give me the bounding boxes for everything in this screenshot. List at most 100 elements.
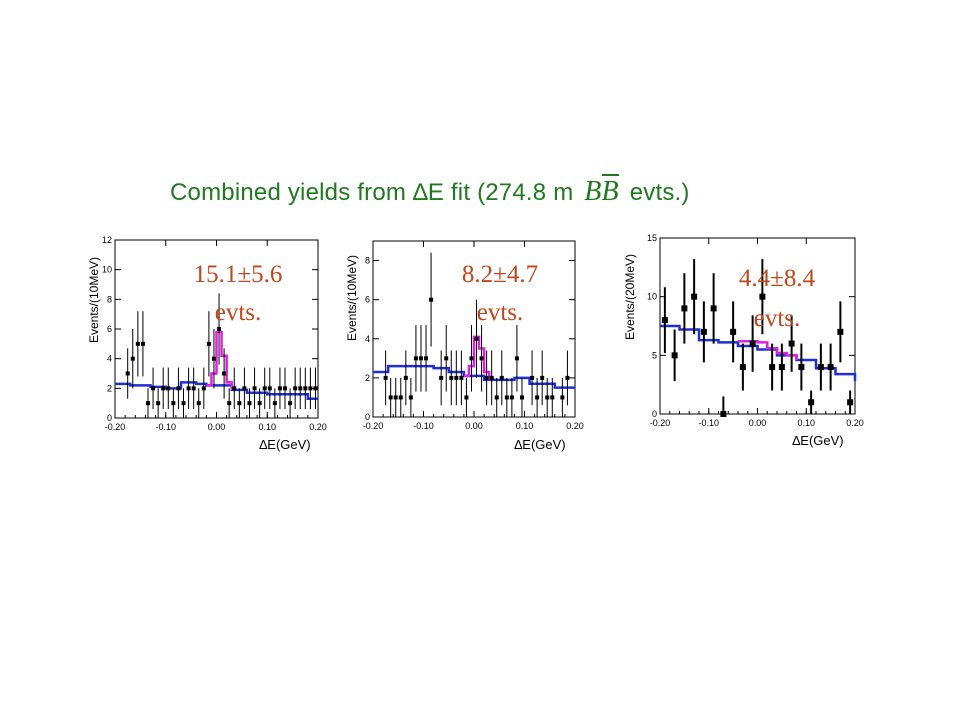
data-point xyxy=(413,356,418,361)
data-point xyxy=(560,395,565,400)
x-tick-label: 0.10 xyxy=(797,418,815,428)
data-point xyxy=(798,364,805,371)
data-point xyxy=(403,375,408,380)
data-point xyxy=(201,386,206,391)
data-point xyxy=(242,386,247,391)
data-point xyxy=(247,401,252,406)
y-tick-label: 2 xyxy=(107,383,112,393)
data-point xyxy=(429,297,434,302)
data-point xyxy=(514,356,519,361)
x-tick-label: -0.20 xyxy=(105,422,126,432)
chart-panel-1: 0 2 4 6 8 10 12 -0.20 -0.10 0.00 0.10 0.20 Events/(1… xyxy=(87,235,327,452)
data-point xyxy=(788,340,795,347)
data-point xyxy=(749,340,756,347)
data-point xyxy=(710,305,717,312)
data-point xyxy=(449,375,454,380)
data-point xyxy=(769,364,776,371)
bb-overbar xyxy=(602,174,619,176)
y-tick-label: 8 xyxy=(365,256,370,266)
data-point xyxy=(720,411,727,417)
data-point xyxy=(474,336,479,341)
data-point xyxy=(298,386,303,391)
data-point xyxy=(808,399,815,406)
data-point xyxy=(293,386,298,391)
background-fit-line xyxy=(373,364,575,389)
x-tick-label: 0.20 xyxy=(309,422,327,432)
signal-fit-line xyxy=(463,335,491,380)
y-tick-label: 10 xyxy=(647,292,657,302)
signal-fit-line xyxy=(206,330,233,390)
data-point xyxy=(161,386,166,391)
title-prefix: Combined yields from xyxy=(170,179,413,206)
y-tick-label: 0 xyxy=(107,413,112,423)
data-point xyxy=(499,375,504,380)
data-point xyxy=(232,386,237,391)
yield-value: 15.1±5.6 xyxy=(194,261,283,288)
data-point xyxy=(519,395,524,400)
data-point xyxy=(489,375,494,380)
x-tick-label: 0.20 xyxy=(566,421,584,431)
y-tick-label: 6 xyxy=(365,295,370,305)
data-point xyxy=(509,395,514,400)
data-point xyxy=(277,386,282,391)
data-point xyxy=(454,375,459,380)
data-point xyxy=(288,401,293,406)
chart-panel-3: 0 5 10 15 -0.20 -0.10 0.00 0.10 0.20 Events/(20Me… xyxy=(623,233,864,448)
title-mid: E fit (274.8 m xyxy=(427,179,581,206)
x-tick-label: 0.00 xyxy=(465,421,483,431)
title-delta-symbol: ∆ xyxy=(412,179,428,206)
data-point xyxy=(125,371,130,376)
y-tick-label: 2 xyxy=(365,373,370,383)
x-tick-label: -0.10 xyxy=(698,418,719,428)
data-point xyxy=(671,352,678,359)
data-point xyxy=(262,386,267,391)
y-tick-label: 6 xyxy=(107,324,112,334)
data-point xyxy=(817,364,824,371)
data-point xyxy=(444,356,449,361)
data-point xyxy=(140,341,145,346)
x-axis-label: ∆E(GeV) xyxy=(259,437,310,452)
data-point xyxy=(418,356,423,361)
data-point xyxy=(145,401,150,406)
data-point xyxy=(540,375,545,380)
y-axis-label: Events/(20MeV) xyxy=(623,254,637,340)
data-point xyxy=(479,356,484,361)
data-point xyxy=(171,401,176,406)
title-suffix: evts.) xyxy=(622,179,690,206)
data-point xyxy=(217,327,222,331)
y-tick-label: 0 xyxy=(365,412,370,422)
background-fit-line xyxy=(660,324,857,382)
data-point xyxy=(681,305,688,312)
data-point xyxy=(283,386,288,391)
data-point xyxy=(130,356,135,361)
data-point xyxy=(730,328,737,335)
data-point xyxy=(211,356,216,361)
data-point xyxy=(739,364,746,371)
data-point xyxy=(530,375,535,380)
data-point xyxy=(439,375,444,380)
data-point xyxy=(222,371,227,376)
data-point xyxy=(504,395,509,400)
data-point xyxy=(181,401,186,406)
data-point xyxy=(151,386,156,391)
data-point xyxy=(156,401,161,406)
title-bb-symbol: BB xyxy=(584,174,619,207)
y-tick-label: 5 xyxy=(652,350,657,360)
data-point xyxy=(313,386,318,391)
y-tick-label: 4 xyxy=(107,354,112,364)
data-point xyxy=(778,364,785,371)
data-point xyxy=(484,375,489,380)
data-point xyxy=(459,375,464,380)
data-point xyxy=(272,401,277,406)
data-point xyxy=(464,395,469,400)
data-point xyxy=(252,386,257,391)
data-point xyxy=(257,401,262,406)
data-point xyxy=(166,386,171,391)
data-point xyxy=(398,395,403,400)
data-point xyxy=(393,395,398,400)
background-fit-line xyxy=(115,381,318,400)
data-point xyxy=(227,401,232,406)
data-point xyxy=(535,395,540,400)
x-tick-label: -0.10 xyxy=(155,422,176,432)
